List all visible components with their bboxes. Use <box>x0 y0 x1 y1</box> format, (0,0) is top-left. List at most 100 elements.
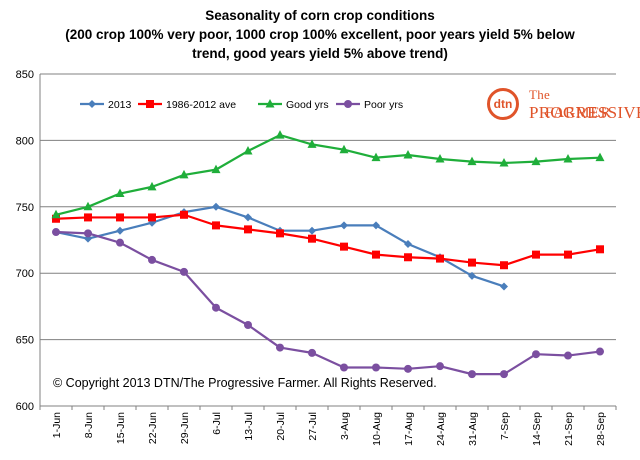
data-point-good-yrs <box>243 146 253 155</box>
logo-text-progressive: The PROGRESSIVE <box>529 87 640 123</box>
data-point-good-yrs <box>563 153 573 163</box>
dtn-logo-icon: dtn <box>487 88 519 120</box>
y-tick-label: 700 <box>16 268 34 280</box>
data-point-1986-2012-ave <box>244 225 252 234</box>
y-tick-label: 800 <box>16 135 34 147</box>
chart-subtitle-line-1: (200 crop 100% very poor, 1000 crop 100%… <box>65 27 575 42</box>
data-point-poor-yrs <box>500 370 508 379</box>
data-point-1986-2012-ave <box>180 210 188 219</box>
data-point-2013 <box>372 221 380 230</box>
data-point-2013 <box>500 282 508 291</box>
data-point-1986-2012-ave <box>116 213 124 222</box>
logo-text-farmer: FARMER <box>545 105 612 121</box>
legend-label-2013: 2013 <box>108 99 132 111</box>
data-point-poor-yrs <box>212 303 220 312</box>
y-tick-label: 850 <box>16 69 34 81</box>
legend-marker-1986-2012-ave <box>146 100 154 108</box>
data-point-1986-2012-ave <box>468 258 476 267</box>
data-point-1986-2012-ave <box>436 254 444 263</box>
x-tick-label: 14-Sep <box>531 412 543 446</box>
data-point-good-yrs <box>499 157 509 167</box>
legend-marker-2013 <box>88 100 96 108</box>
x-tick-label: 15-Jun <box>115 412 127 444</box>
data-point-good-yrs <box>403 150 413 159</box>
y-tick-label: 650 <box>16 335 34 347</box>
data-point-good-yrs <box>179 169 189 179</box>
x-tick-label: 31-Aug <box>467 412 479 446</box>
data-point-good-yrs <box>51 209 61 219</box>
chart-title: Seasonality of corn crop conditions <box>205 8 435 23</box>
x-tick-label: 3-Aug <box>339 412 351 440</box>
data-point-good-yrs <box>83 201 93 211</box>
data-point-good-yrs <box>371 152 381 162</box>
data-point-1986-2012-ave <box>372 250 380 259</box>
data-point-1986-2012-ave <box>52 214 60 223</box>
data-point-1986-2012-ave <box>276 229 284 238</box>
data-point-poor-yrs <box>308 348 316 357</box>
x-tick-label: 24-Aug <box>435 412 447 446</box>
legend-label-poor-yrs: Poor yrs <box>364 99 403 111</box>
data-point-2013 <box>468 271 476 280</box>
legend-marker-good-yrs <box>265 99 275 108</box>
data-point-2013 <box>340 221 348 230</box>
chart-subtitle-line-2: trend, good years yield 5% above trend) <box>192 46 448 61</box>
data-point-good-yrs <box>211 164 221 174</box>
x-tick-label: 10-Aug <box>371 412 383 446</box>
data-point-1986-2012-ave <box>308 234 316 243</box>
series-line-poor-yrs <box>55 230 601 376</box>
data-point-poor-yrs <box>180 267 188 276</box>
data-point-poor-yrs <box>532 350 540 359</box>
data-point-good-yrs <box>147 181 157 191</box>
data-point-poor-yrs <box>340 363 348 372</box>
x-tick-label: 21-Sep <box>563 412 575 446</box>
data-point-poor-yrs <box>404 364 412 373</box>
data-point-poor-yrs <box>84 229 92 238</box>
data-point-2013 <box>308 226 316 235</box>
data-point-good-yrs <box>595 152 605 162</box>
x-tick-label: 22-Jun <box>147 412 159 444</box>
x-tick-label: 13-Jul <box>243 412 255 441</box>
series-line-good-yrs <box>55 133 601 216</box>
data-point-2013 <box>244 213 252 222</box>
data-point-good-yrs <box>339 144 349 154</box>
x-tick-label: 28-Sep <box>595 412 607 446</box>
x-tick-label: 17-Aug <box>403 412 415 446</box>
data-point-poor-yrs <box>596 347 604 356</box>
legend-marker-poor-yrs <box>344 100 352 108</box>
data-point-poor-yrs <box>52 228 60 237</box>
data-point-good-yrs <box>467 156 477 166</box>
data-point-poor-yrs <box>116 238 124 247</box>
data-point-1986-2012-ave <box>500 261 508 270</box>
data-point-2013 <box>116 226 124 235</box>
data-point-poor-yrs <box>436 362 444 371</box>
x-tick-label: 1-Jun <box>51 412 63 438</box>
x-tick-label: 29-Jun <box>179 412 191 444</box>
data-point-good-yrs <box>115 188 125 198</box>
x-tick-label: 27-Jul <box>307 412 319 441</box>
data-point-2013 <box>404 239 412 248</box>
data-point-poor-yrs <box>564 351 572 360</box>
logo-word-the: The <box>529 87 551 102</box>
y-tick-label: 600 <box>16 401 34 413</box>
data-point-1986-2012-ave <box>148 213 156 222</box>
data-point-1986-2012-ave <box>564 250 572 259</box>
data-point-good-yrs <box>531 156 541 166</box>
data-point-good-yrs <box>307 139 317 148</box>
data-point-poor-yrs <box>468 370 476 379</box>
y-tick-label: 750 <box>16 202 34 214</box>
data-point-good-yrs <box>275 130 285 139</box>
copyright-notice: © Copyright 2013 DTN/The Progressive Far… <box>53 376 437 390</box>
x-tick-label: 8-Jun <box>83 412 95 438</box>
data-point-poor-yrs <box>276 343 284 352</box>
legend-label-1986-2012-ave: 1986-2012 ave <box>166 99 236 111</box>
dtn-progressive-farmer-logo: dtn The PROGRESSIVE FARMER <box>485 84 640 128</box>
data-point-poor-yrs <box>148 255 156 264</box>
data-point-good-yrs <box>435 153 445 163</box>
logo-word-progressive: PROGRESSIVE <box>529 103 640 122</box>
x-tick-label: 7-Sep <box>499 412 511 440</box>
data-point-poor-yrs <box>372 363 380 372</box>
series-line-1986-2012-ave <box>55 213 601 267</box>
x-tick-label: 6-Jul <box>211 412 223 435</box>
